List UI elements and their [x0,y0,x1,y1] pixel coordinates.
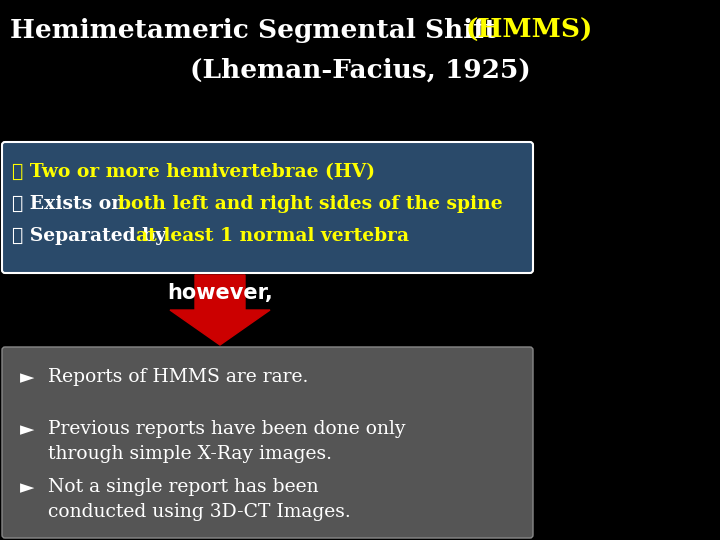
FancyBboxPatch shape [2,347,533,538]
Text: Previous reports have been done only
through simple X-Ray images.: Previous reports have been done only thr… [48,420,405,463]
Text: ►: ► [20,420,35,439]
Text: Not a single report has been
conducted using 3D-CT Images.: Not a single report has been conducted u… [48,478,351,521]
FancyBboxPatch shape [2,142,533,273]
Text: (HMMS): (HMMS) [465,18,593,43]
Text: ►: ► [20,368,35,387]
Text: ✓ Exists on: ✓ Exists on [12,195,131,213]
Text: ✓ Two or more hemivertebrae (HV): ✓ Two or more hemivertebrae (HV) [12,163,375,181]
Text: ✓ Separated by: ✓ Separated by [12,227,173,245]
Text: however,: however, [167,282,273,302]
Text: Reports of HMMS are rare.: Reports of HMMS are rare. [48,368,308,386]
Text: Hemimetameric Segmental Shift: Hemimetameric Segmental Shift [10,18,524,43]
Polygon shape [170,275,270,345]
Text: (Lheman-Facius, 1925): (Lheman-Facius, 1925) [189,58,531,83]
Text: both left and right sides of the spine: both left and right sides of the spine [118,195,503,213]
Text: at least 1 normal vertebra: at least 1 normal vertebra [136,227,409,245]
Text: ►: ► [20,478,35,497]
